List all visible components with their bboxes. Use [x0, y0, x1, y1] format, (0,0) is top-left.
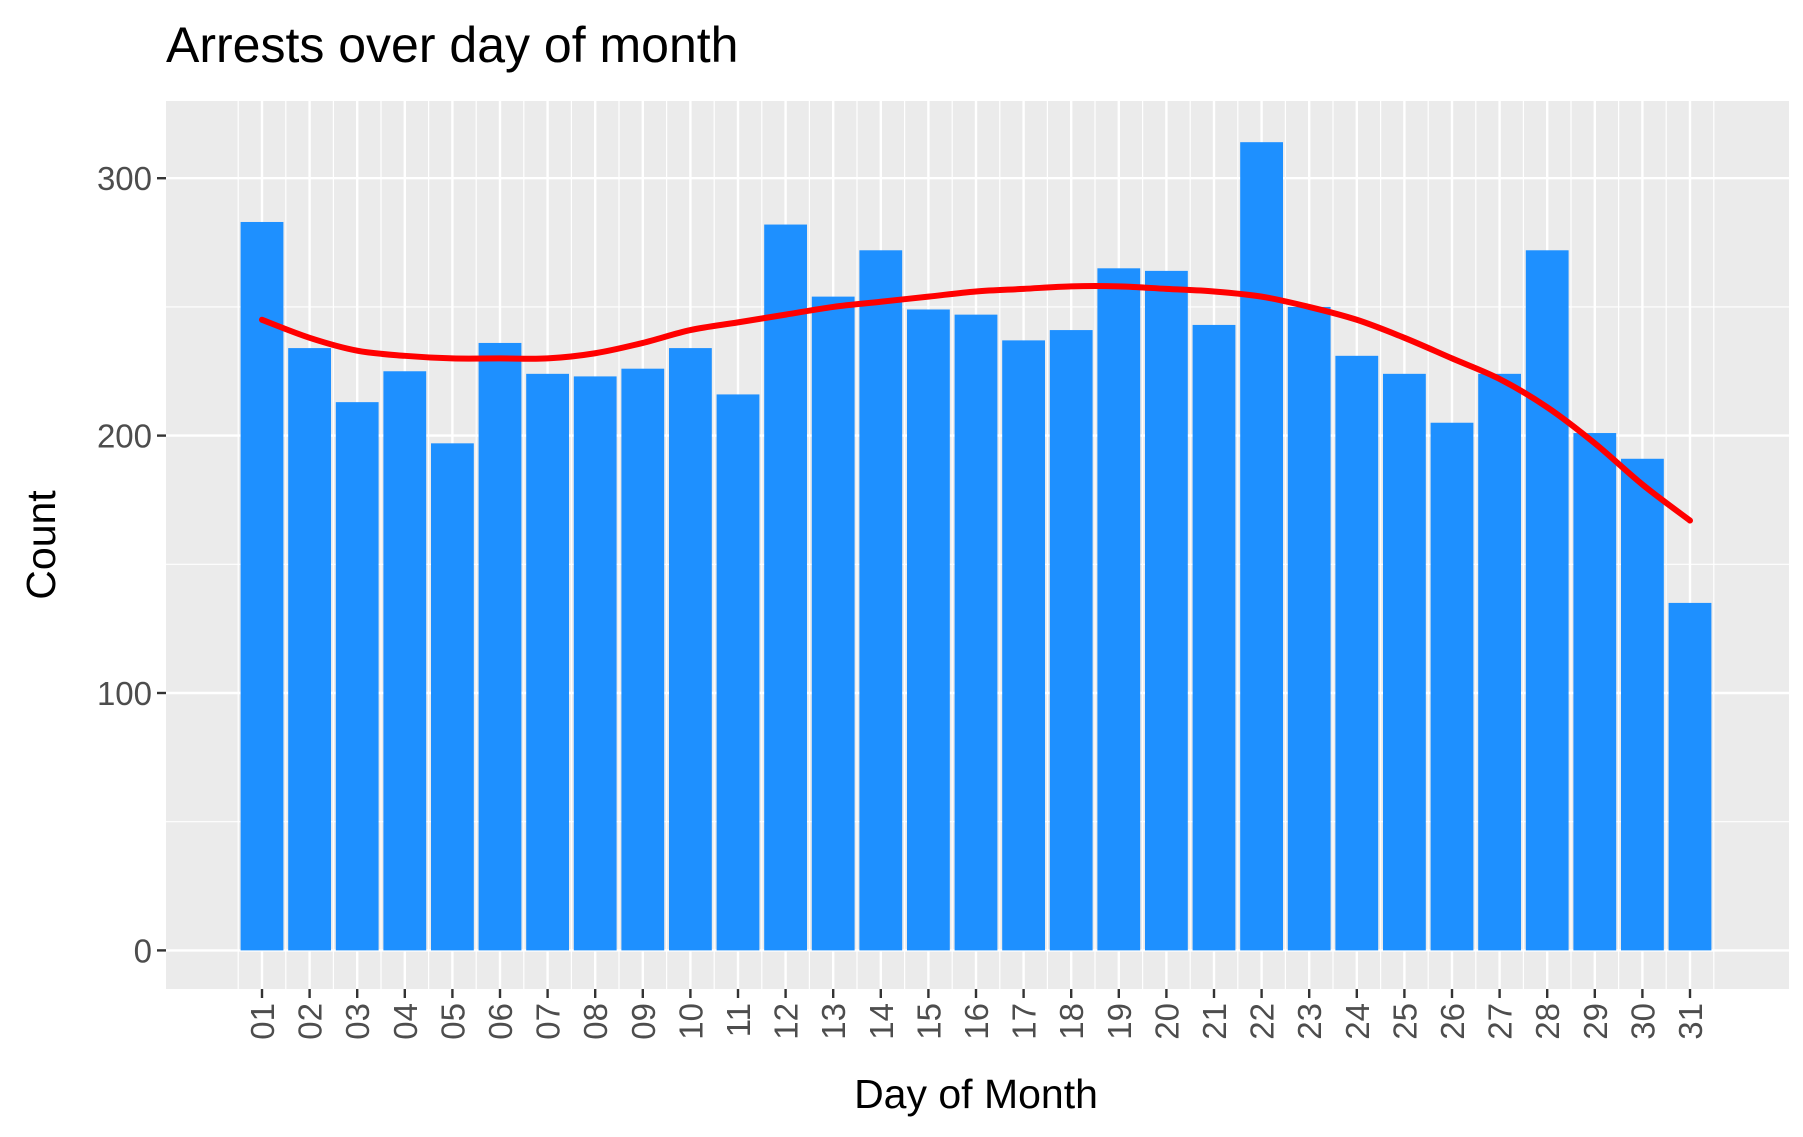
x-tick-label: 21	[1196, 1003, 1233, 1040]
y-tick-label: 0	[134, 932, 152, 969]
bar-30	[1621, 458, 1664, 951]
bar-20	[1145, 270, 1188, 951]
smooth-line	[259, 283, 1693, 524]
x-tick-label: 22	[1244, 1003, 1281, 1040]
y-axis: 0 100 200 300	[97, 160, 166, 969]
y-tick-label: 100	[97, 675, 152, 712]
x-tick-label: 08	[577, 1003, 614, 1040]
bar-29	[1573, 433, 1617, 951]
bar-31	[1668, 602, 1712, 951]
bar-10	[669, 348, 712, 951]
x-tick-label: 15	[910, 1003, 947, 1040]
y-tick-label: 200	[97, 418, 152, 455]
x-tick-label: 09	[625, 1003, 662, 1040]
y-axis-title: Count	[18, 490, 64, 600]
x-axis-title: Day of Month	[854, 1071, 1098, 1117]
bar-21	[1192, 324, 1236, 951]
x-tick-label: 24	[1339, 1003, 1376, 1040]
x-tick-label: 30	[1624, 1003, 1661, 1040]
x-tick-label: 02	[292, 1003, 329, 1040]
x-tick-label: 17	[1006, 1003, 1043, 1040]
x-tick-label: 04	[387, 1003, 424, 1040]
x-tick-label: 05	[434, 1003, 471, 1040]
bar-08	[573, 376, 617, 951]
x-tick-label: 19	[1101, 1003, 1138, 1040]
bar-23	[1287, 306, 1331, 951]
bar-17	[1002, 340, 1045, 951]
bar-27	[1478, 373, 1521, 951]
bar-01	[240, 221, 284, 951]
x-tick-label: 25	[1386, 1003, 1423, 1040]
x-tick-label: 13	[815, 1003, 852, 1040]
bar-11	[716, 394, 760, 951]
bar-19	[1097, 268, 1141, 951]
bar-28	[1525, 250, 1569, 951]
x-tick-label: 27	[1482, 1003, 1519, 1040]
x-axis: 01 02 03 04 05 06 07 08 09 10 11 12 13 14 15 16 17 18 19 20…	[244, 989, 1709, 1040]
x-tick-label: 10	[672, 1003, 709, 1040]
bar-09	[621, 368, 665, 951]
x-tick-label: 29	[1577, 1003, 1614, 1040]
bar-25	[1383, 373, 1426, 951]
x-tick-label: 16	[958, 1003, 995, 1040]
x-tick-label: 01	[244, 1003, 281, 1040]
bars	[240, 142, 1712, 951]
grid-minor	[166, 101, 1789, 989]
bar-16	[954, 314, 998, 951]
x-tick-label: 14	[863, 1003, 900, 1040]
bar-14	[859, 250, 903, 951]
bar-04	[383, 371, 427, 951]
bar-03	[335, 402, 379, 951]
bar-26	[1430, 422, 1474, 951]
bar-12	[764, 224, 807, 951]
x-tick-label: 11	[720, 1003, 757, 1037]
bar-06	[478, 342, 522, 951]
x-tick-label: 07	[530, 1003, 567, 1040]
y-tick-label: 300	[97, 160, 152, 197]
x-tick-label: 20	[1148, 1003, 1185, 1040]
x-tick-label: 31	[1672, 1003, 1709, 1040]
x-tick-label: 03	[339, 1003, 376, 1040]
chart-title: Arrests over day of month	[166, 17, 738, 73]
x-tick-label: 12	[768, 1003, 805, 1040]
x-tick-label: 06	[482, 1003, 519, 1040]
x-tick-label: 28	[1529, 1003, 1566, 1040]
bar-02	[288, 348, 331, 951]
bar-24	[1335, 355, 1379, 951]
bar-05	[431, 443, 474, 951]
x-tick-label: 18	[1053, 1003, 1090, 1040]
bar-22	[1240, 142, 1283, 951]
x-tick-label: 26	[1434, 1003, 1471, 1040]
bar-15	[907, 309, 950, 951]
bar-07	[526, 373, 569, 951]
bar-13	[811, 296, 855, 951]
x-tick-label: 23	[1291, 1003, 1328, 1040]
bar-18	[1049, 330, 1093, 951]
